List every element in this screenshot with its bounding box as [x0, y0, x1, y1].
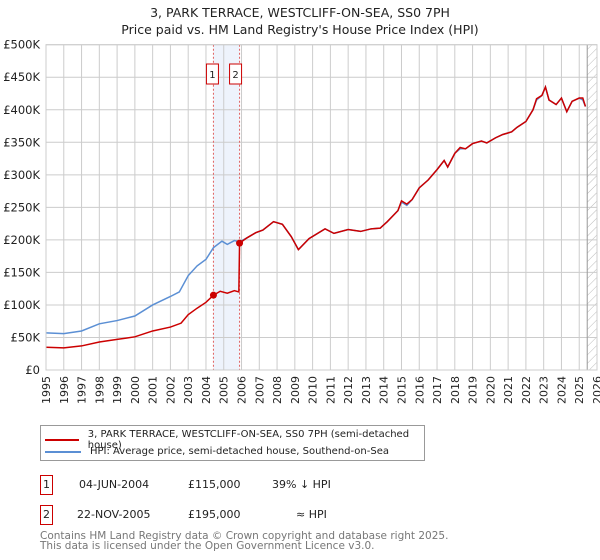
- y-tick-label: £300K: [3, 168, 40, 182]
- x-tick-label: 2017: [431, 376, 444, 404]
- x-tick-label: 2022: [520, 376, 533, 404]
- x-tick-label: 2024: [555, 376, 568, 404]
- x-tick-label: 1997: [76, 376, 89, 404]
- legend-swatch-hpi: [45, 450, 81, 453]
- plot-area: 1995 1996 1997 1998 1999 2000 2001 2002 2003 2004…: [3, 38, 600, 404]
- x-tick-label: 2003: [182, 376, 195, 404]
- legend-swatch-property: [45, 439, 79, 441]
- x-tick-label: 2014: [378, 376, 391, 404]
- y-tick-label: £450K: [3, 70, 40, 84]
- sale-point: [209, 291, 217, 299]
- hpi-line: [45, 84, 587, 335]
- x-tick-label: 2026: [591, 376, 600, 404]
- sale-vs-hpi: ≈ HPI: [296, 508, 327, 521]
- x-tick-label: 2008: [271, 376, 284, 404]
- y-tick-label: £400K: [3, 103, 40, 117]
- chart-subtitle: Price paid vs. HM Land Registry's House …: [121, 22, 479, 37]
- x-tick-label: 2020: [484, 376, 497, 404]
- x-tick-label: 2007: [253, 376, 266, 404]
- sale-flag-label: 1: [209, 70, 215, 81]
- plot-border: [45, 44, 598, 371]
- x-tick-label: 2023: [538, 376, 551, 404]
- footer-line-2: This data is licensed under the Open Gov…: [40, 540, 375, 552]
- sale-badge: 1: [40, 475, 53, 495]
- x-tick-label: 2001: [147, 376, 160, 404]
- x-tick-label: 1998: [93, 376, 106, 404]
- x-tick-label: 2011: [324, 376, 337, 404]
- x-tick-label: 2005: [218, 376, 231, 404]
- y-tick-label: £150K: [3, 265, 40, 279]
- sale-price: £195,000: [188, 508, 241, 521]
- legend: 3, PARK TERRACE, WESTCLIFF-ON-SEA, SS0 7…: [40, 425, 425, 461]
- legend-label-hpi: HPI: Average price, semi-detached house,…: [90, 446, 389, 457]
- x-tick-label: 2010: [307, 376, 320, 404]
- y-tick-label: £500K: [3, 38, 40, 52]
- x-tick-label: 1999: [111, 376, 124, 404]
- y-tick-label: £250K: [3, 200, 40, 214]
- y-tick-label: £200K: [3, 233, 40, 247]
- y-tick-label: £0: [25, 363, 40, 377]
- sale-vs-hpi: 39% ↓ HPI: [272, 478, 331, 491]
- legend-label-property: 3, PARK TERRACE, WESTCLIFF-ON-SEA, SS0 7…: [87, 429, 410, 451]
- x-tick-label: 2016: [413, 376, 426, 404]
- sale-row-1: 1 04-JUN-2004 £115,000 39% ↓ HPI: [40, 475, 440, 495]
- sale-date: 04-JUN-2004: [79, 478, 150, 491]
- sale-flag: [205, 63, 219, 85]
- x-tick-label: 2002: [164, 376, 177, 404]
- x-tick-label: 2000: [129, 376, 142, 404]
- property-price-line: [45, 84, 587, 349]
- x-tick-label: 2015: [395, 376, 408, 404]
- sale-flag-label: 2: [232, 70, 238, 81]
- x-tick-label: 1995: [40, 376, 53, 404]
- sale-price: £115,000: [188, 478, 241, 491]
- x-tick-label: 2013: [360, 376, 373, 404]
- y-tick-label: £50K: [11, 330, 41, 344]
- sale-point: [236, 239, 244, 247]
- x-tick-label: 2012: [342, 376, 355, 404]
- x-tick-label: 2009: [289, 376, 302, 404]
- y-tick-label: £350K: [3, 135, 40, 149]
- sale-row-2: 2 22-NOV-2005 £195,000 ≈ HPI: [40, 505, 440, 525]
- footer: Contains HM Land Registry data © Crown c…: [40, 530, 449, 552]
- x-tick-label: 2025: [573, 376, 586, 404]
- sale-date: 22-NOV-2005: [77, 508, 151, 521]
- x-tick-label: 1996: [58, 376, 71, 404]
- x-tick-label: 2021: [502, 376, 515, 404]
- x-tick-label: 2006: [236, 376, 249, 404]
- x-tick-label: 2018: [449, 376, 462, 404]
- chart-title: 3, PARK TERRACE, WESTCLIFF-ON-SEA, SS0 7…: [150, 5, 450, 20]
- sale-badge: 2: [40, 505, 53, 525]
- y-tick-label: £100K: [3, 298, 40, 312]
- x-tick-label: 2004: [200, 376, 213, 404]
- x-tick-label: 2019: [467, 376, 480, 404]
- sale-flag: [229, 63, 243, 85]
- footer-line-1: Contains HM Land Registry data © Crown c…: [40, 530, 449, 542]
